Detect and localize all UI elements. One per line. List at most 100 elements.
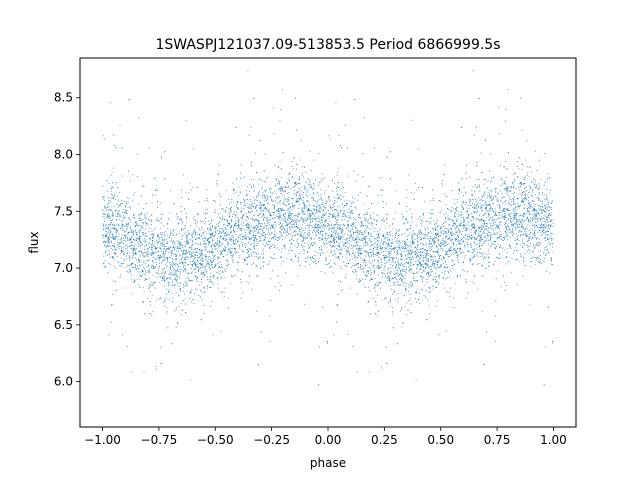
data-point	[348, 217, 350, 219]
data-point	[255, 152, 257, 154]
data-point	[373, 218, 375, 220]
data-point	[238, 247, 241, 249]
data-point	[250, 239, 252, 241]
data-point	[415, 257, 417, 259]
data-point	[401, 270, 403, 272]
data-point	[192, 251, 194, 253]
data-point	[300, 231, 302, 233]
data-point	[173, 268, 175, 270]
data-point	[413, 280, 415, 282]
data-point	[401, 233, 403, 235]
data-point	[505, 231, 507, 233]
data-point	[517, 226, 519, 228]
data-point	[228, 307, 230, 309]
data-point	[318, 215, 320, 217]
data-point	[440, 233, 442, 235]
data-point	[230, 250, 232, 252]
data-point	[365, 213, 367, 215]
data-point	[238, 186, 240, 188]
data-point	[464, 192, 467, 194]
data-point	[505, 208, 507, 211]
data-point	[190, 379, 192, 381]
data-point	[185, 119, 187, 121]
data-point	[399, 310, 401, 312]
data-point	[352, 222, 355, 224]
data-point	[513, 210, 515, 212]
data-point	[241, 249, 243, 251]
data-point	[508, 261, 510, 263]
data-point	[153, 229, 155, 231]
data-point	[160, 262, 163, 264]
data-point	[318, 248, 320, 251]
data-point	[316, 192, 318, 194]
data-point	[291, 238, 293, 240]
data-point	[497, 200, 499, 202]
data-point	[344, 248, 346, 250]
data-point	[547, 203, 549, 205]
data-point	[539, 208, 541, 210]
data-point	[292, 250, 294, 252]
data-point	[552, 200, 554, 202]
data-point	[182, 254, 184, 256]
data-point	[306, 217, 308, 219]
data-point	[363, 203, 365, 205]
data-point	[217, 263, 219, 265]
data-point	[435, 235, 438, 237]
data-point	[272, 200, 274, 202]
data-point	[132, 174, 134, 176]
data-point	[446, 251, 448, 253]
data-point	[110, 248, 112, 250]
data-point	[206, 288, 209, 290]
data-point	[139, 251, 141, 253]
data-point	[286, 228, 288, 230]
data-point	[252, 197, 254, 199]
data-point	[521, 168, 523, 170]
data-point	[120, 253, 122, 255]
data-point	[417, 265, 419, 267]
data-point	[150, 249, 153, 251]
data-point	[440, 201, 442, 203]
data-point	[230, 218, 232, 220]
data-point	[424, 201, 426, 203]
data-point	[350, 248, 352, 250]
data-point	[279, 108, 282, 110]
data-point	[403, 251, 405, 253]
data-point	[534, 229, 536, 231]
data-point	[151, 294, 153, 296]
data-point	[181, 247, 183, 249]
data-point	[519, 253, 521, 255]
data-point	[162, 271, 165, 273]
data-point	[469, 243, 472, 245]
data-point	[208, 244, 210, 246]
data-point	[480, 207, 483, 209]
data-point	[275, 224, 277, 226]
data-point	[179, 248, 182, 250]
data-point	[552, 342, 554, 344]
data-point	[109, 246, 111, 248]
data-point	[238, 257, 240, 259]
data-point	[451, 267, 453, 269]
data-point	[348, 225, 350, 227]
data-point	[282, 200, 284, 202]
data-point	[290, 233, 292, 235]
data-point	[297, 234, 299, 236]
data-point	[469, 219, 471, 221]
data-point	[367, 264, 369, 266]
data-point	[506, 234, 508, 237]
data-point	[340, 211, 342, 213]
data-point	[434, 261, 437, 263]
data-point	[255, 207, 257, 209]
data-point	[264, 181, 266, 183]
data-point	[427, 254, 429, 256]
data-point	[338, 227, 340, 229]
data-point	[439, 199, 441, 201]
data-point	[491, 207, 493, 210]
data-point	[139, 243, 141, 245]
data-point	[228, 198, 230, 201]
data-point	[154, 242, 156, 244]
data-point	[238, 245, 240, 247]
data-point	[179, 272, 181, 274]
data-point	[149, 243, 151, 245]
data-point	[156, 188, 158, 190]
data-point	[193, 251, 195, 254]
